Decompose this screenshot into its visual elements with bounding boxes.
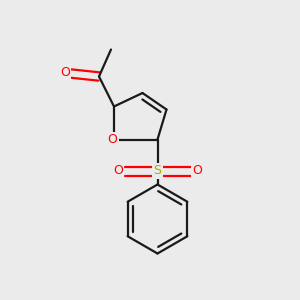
Text: O: O: [60, 65, 70, 79]
Text: O: O: [192, 164, 202, 178]
Text: O: O: [108, 133, 117, 146]
Text: O: O: [113, 164, 123, 178]
Text: S: S: [154, 164, 161, 178]
